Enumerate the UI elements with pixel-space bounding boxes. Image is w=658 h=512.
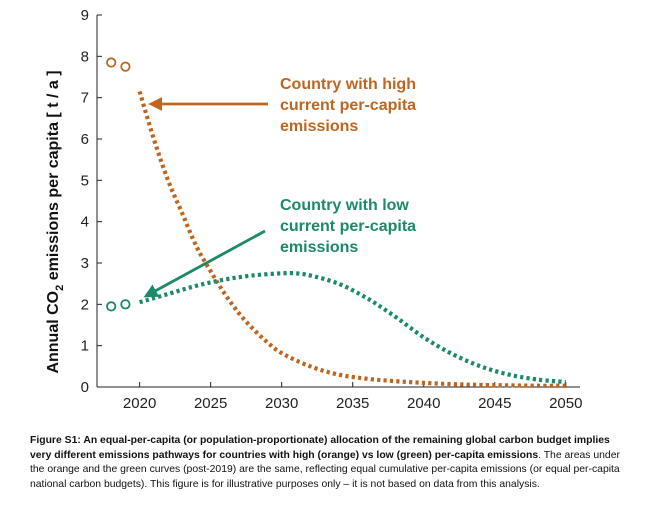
chart-marks	[106, 57, 566, 388]
y-tick-label: 4	[81, 214, 89, 231]
annotation-text-low: Country with low	[280, 197, 409, 214]
annotation-text-high: current per-capita	[280, 97, 416, 114]
pathway-line-high	[137, 90, 566, 388]
y-tick-label: 9	[81, 7, 89, 24]
y-tick-label: 0	[81, 379, 89, 396]
x-tick-label: 2040	[407, 395, 440, 412]
figure-caption: Figure S1: An equal-per-capita (or popul…	[30, 434, 630, 492]
y-tick-label: 6	[81, 131, 89, 148]
historical-point-high	[106, 57, 117, 68]
caption-bold-text: : An equal-per-capita (or population-pro…	[30, 435, 610, 461]
x-tick-label: 2025	[194, 395, 227, 412]
x-tick-label: 2035	[336, 395, 369, 412]
y-tick-label: 1	[81, 338, 89, 355]
emissions-chart: 0 1 2 3 4 5 6 7 8 9 2020 2025 2030 2035 2040 2045 2050 C…	[45, 7, 583, 412]
x-tick-label: 2020	[123, 395, 156, 412]
y-tick-label: 8	[81, 48, 89, 65]
y-tick-label: 7	[81, 90, 89, 107]
historical-point-low	[120, 299, 131, 310]
y-axis-label: Annual CO2 emissions per capita [ t / a …	[45, 70, 66, 373]
y-tick-label: 2	[81, 296, 89, 313]
pathway-line-low	[139, 270, 566, 385]
historical-point-high	[120, 61, 131, 72]
annotation-text-high: Country with high	[280, 76, 416, 93]
annotations: Country with high current per-capita emiss…	[143, 76, 416, 298]
caption-label: Figure S1	[30, 435, 78, 446]
y-tick-label: 3	[81, 255, 89, 272]
annotation-text-low: emissions	[280, 239, 358, 256]
x-tick-label: 2045	[478, 395, 511, 412]
x-tick-label: 2050	[549, 395, 582, 412]
y-tick-label: 5	[81, 172, 89, 189]
caption-rest-text: . The areas under the orange and the gre…	[30, 449, 620, 490]
annotation-text-high: emissions	[280, 118, 358, 135]
annotation-text-low: current per-capita	[280, 218, 416, 235]
annotation-arrow-low	[143, 229, 266, 298]
axes: 0 1 2 3 4 5 6 7 8 9 2020 2025 2030 2035 2040 2045 2050	[81, 7, 583, 412]
x-tick-label: 2030	[265, 395, 298, 412]
historical-point-low	[106, 301, 117, 312]
